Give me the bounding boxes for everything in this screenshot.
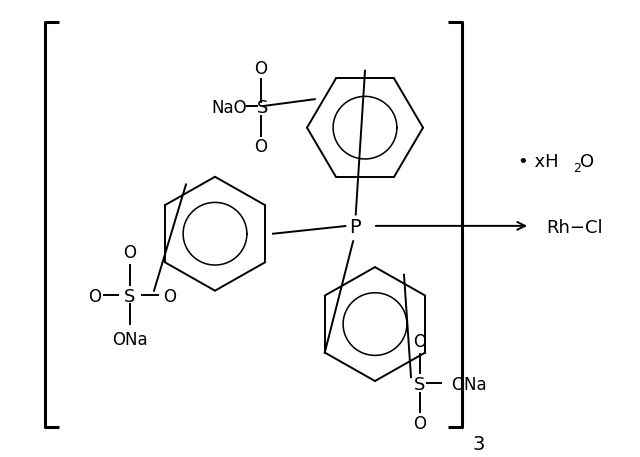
Text: NaO: NaO: [211, 99, 247, 117]
Text: 2: 2: [573, 162, 581, 175]
Text: O: O: [163, 287, 177, 306]
Text: S: S: [124, 287, 136, 306]
Text: O: O: [413, 415, 426, 433]
Text: S: S: [414, 376, 426, 394]
Text: P: P: [349, 218, 361, 237]
Text: ONa: ONa: [112, 331, 148, 349]
Text: O: O: [255, 138, 268, 156]
Text: S: S: [257, 99, 269, 117]
Text: O: O: [580, 153, 594, 171]
Text: ONa: ONa: [451, 376, 487, 394]
Text: 3: 3: [472, 435, 484, 454]
Text: • xH: • xH: [518, 153, 559, 171]
Text: O: O: [255, 60, 268, 78]
Text: O: O: [124, 244, 136, 262]
Text: O: O: [413, 333, 426, 351]
Text: O: O: [88, 287, 102, 306]
Text: Rh−Cl: Rh−Cl: [547, 219, 604, 237]
